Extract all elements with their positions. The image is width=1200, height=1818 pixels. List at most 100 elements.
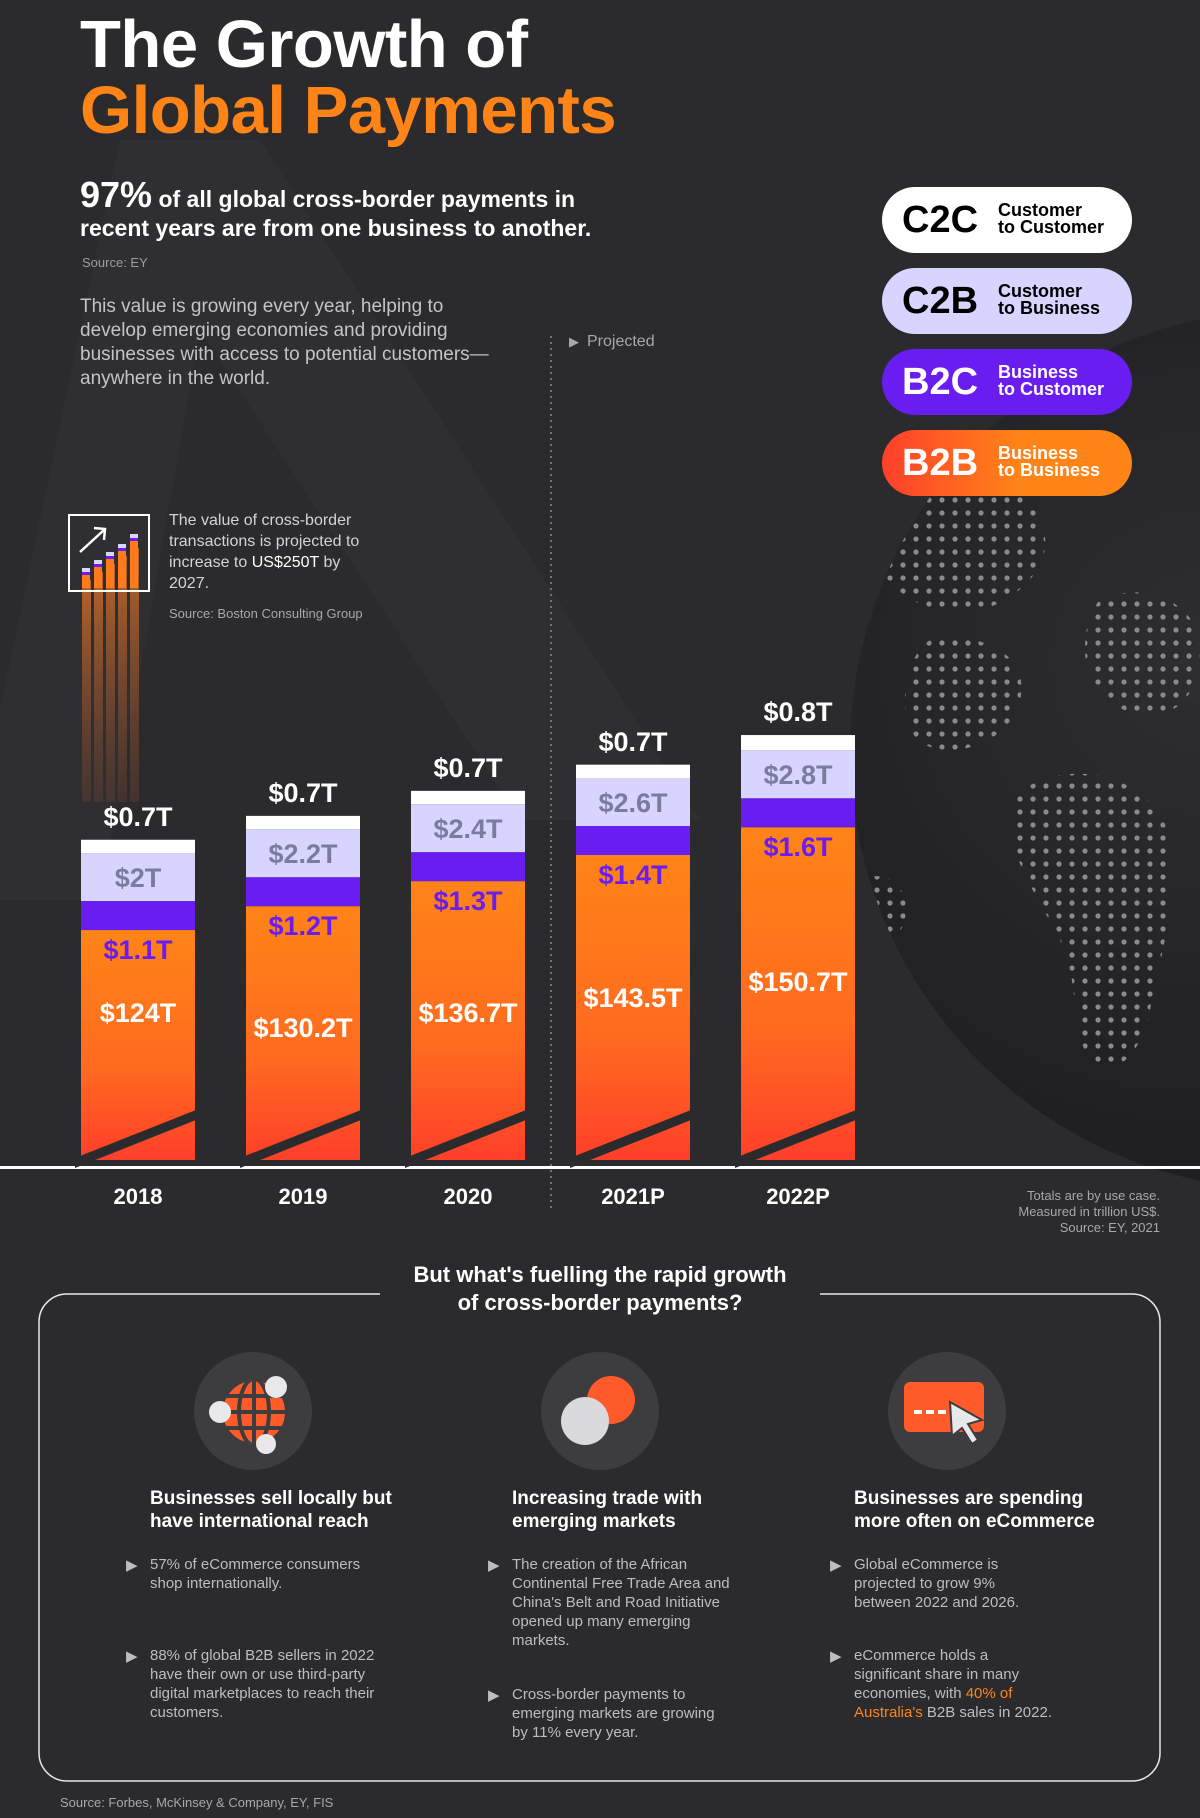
bar-b2b (246, 906, 360, 1160)
stat-source: Source: EY (82, 255, 148, 270)
bar-slash-decoration (75, 1108, 201, 1168)
legend-item-c2b: C2B Customer to Business (882, 268, 1132, 334)
bar-label-b2b: $143.5T (583, 983, 683, 1014)
driver-title-line2: more often on eCommerce (854, 1511, 1095, 1532)
legend-desc-line2: to Business (998, 298, 1101, 318)
driver-bullet: Global eCommerce is projected to grow 9%… (854, 1556, 1020, 1611)
driver-bullet: Cross-border payments to emerging market… (512, 1686, 715, 1741)
drivers-heading-line2: of cross-border payments? (457, 1290, 743, 1315)
legend-desc-line2: to Customer (998, 217, 1105, 237)
chart-note: Totals are by use case. (1027, 1188, 1160, 1203)
driver-bullet-text: eCommerce holds a significant share in m… (854, 1647, 1020, 1702)
driver-bullet: The creation of the African Continental … (512, 1556, 730, 1649)
projection-text-before: The value of cross-border transactions i… (169, 512, 360, 571)
legend-item-c2c: C2C Customer to Customer (882, 187, 1132, 253)
bar-label-c2c: $0.7T (103, 801, 173, 832)
bar-c2b (246, 829, 360, 878)
bar-label-c2b: $2.2T (268, 839, 338, 870)
driver-title-line1: Businesses are spending (854, 1488, 1084, 1509)
legend-code: C2C (902, 199, 979, 241)
bar-label-b2b: $130.2T (253, 1012, 353, 1043)
bar-b2c (576, 825, 690, 855)
projection-icon-stems (82, 548, 139, 802)
background-arrow-shape (0, 140, 700, 900)
bar-label-b2c: $1.6T (763, 832, 833, 863)
driver-title-1: Businesses sell locally but have interna… (150, 1487, 420, 1533)
projected-label: ▶ Projected (569, 333, 655, 351)
intro-stat: 97% of all global cross-border payments … (80, 177, 620, 243)
bar-c2b (576, 777, 690, 826)
bar-slash-decoration (405, 1108, 531, 1168)
bar-slash-decoration (735, 1108, 861, 1168)
bar-label-c2b: $2T (114, 863, 162, 894)
bullet-triangle-icon: ▶ (830, 1557, 842, 1574)
bar-label-b2c: $1.2T (268, 911, 338, 942)
chart-baseline (0, 1166, 1200, 1169)
overlapping-circles-icon (541, 1352, 659, 1470)
bullet-triangle-icon: ▶ (488, 1687, 500, 1704)
bar-label-c2b: $2.6T (598, 787, 668, 818)
drivers-heading: But what's fuelling the rapid growth of … (380, 1261, 820, 1317)
card-cursor-icon (888, 1352, 1006, 1470)
driver-title-line1: Businesses sell locally but (150, 1488, 392, 1509)
bar-label-b2c: $1.1T (103, 935, 173, 966)
legend-item-b2b: B2B Business to Business (882, 430, 1132, 496)
bar-slash-decoration (570, 1108, 696, 1168)
legend-desc-line1: Business (998, 443, 1079, 463)
bar-c2b (411, 804, 525, 853)
bar-c2c (576, 764, 690, 778)
bar-b2b (576, 854, 690, 1160)
x-tick-label: 2019 (278, 1184, 328, 1209)
bar-b2b (741, 827, 855, 1160)
bar-slash-decoration (240, 1108, 366, 1168)
globe-graphic (850, 319, 1200, 1181)
driver-bullet-text: B2B sales in 2022. (922, 1704, 1052, 1721)
globe-icon (194, 1352, 312, 1470)
bar-label-b2b: $150.7T (748, 967, 848, 997)
bullet-triangle-icon: ▶ (488, 1557, 500, 1574)
projection-highlight: US$250T (251, 554, 320, 571)
projection-text-after: by 2027. (169, 554, 341, 592)
projection-icon (68, 514, 150, 592)
legend-code: C2B (902, 280, 979, 322)
driver-bullet-highlight: 40% of Australia's (854, 1685, 1013, 1721)
driver-title-line2: have international reach (150, 1511, 369, 1532)
chart-note: Source: EY, 2021 (1059, 1220, 1160, 1235)
chart-note: Measured in trillion US$. (1018, 1204, 1160, 1219)
x-tick-label: 2018 (113, 1184, 163, 1209)
bar-label-b2b: $124T (99, 998, 177, 1029)
intro-description: This value is growing every year, helpin… (80, 296, 489, 389)
bar-label-c2c: $0.8T (763, 697, 833, 728)
bar-c2c (81, 839, 195, 854)
bar-label-b2b: $136.7T (418, 998, 518, 1029)
bullet-triangle-icon: ▶ (830, 1648, 842, 1665)
legend-desc: Customer to Business (998, 282, 1101, 318)
driver-title-3: Businesses are spending more often on eC… (854, 1487, 1124, 1533)
projection-text: The value of cross-border transactions i… (169, 510, 374, 594)
bar-c2b (741, 750, 855, 799)
legend-desc-line1: Customer (998, 200, 1083, 220)
driver-title-line2: emerging markets (512, 1511, 676, 1532)
legend-desc-line2: to Business (998, 460, 1101, 480)
chart-notes: Totals are by use case. Measured in tril… (960, 1188, 1160, 1236)
driver-title-line1: Increasing trade with (512, 1488, 703, 1509)
bar-b2c (411, 852, 525, 882)
projected-text: Projected (587, 333, 655, 350)
page-title-line2: Global Payments (80, 73, 617, 148)
bar-label-b2c: $1.4T (598, 859, 668, 890)
stat-value: 97% (80, 174, 153, 215)
bar-label-c2b: $2.8T (763, 760, 833, 791)
bar-label-c2c: $0.7T (598, 726, 668, 757)
x-tick-label: 2022P (766, 1184, 830, 1209)
bar-label-b2c: $1.3T (433, 886, 503, 917)
chart-bars (75, 735, 861, 1168)
bar-c2c (246, 815, 360, 830)
legend-desc: Customer to Customer (998, 200, 1105, 237)
legend-desc-line2: to Customer (998, 379, 1105, 399)
bullet-triangle-icon: ▶ (126, 1557, 138, 1574)
driver-bullet: eCommerce holds a significant share in m… (854, 1646, 1054, 1722)
legend-code: B2C (902, 361, 979, 403)
x-tick-label: 2020 (443, 1184, 493, 1209)
